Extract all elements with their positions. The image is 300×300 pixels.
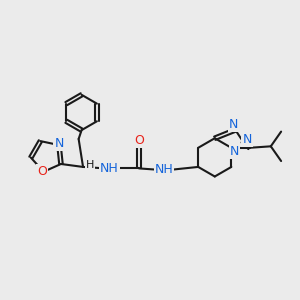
Text: N: N <box>230 145 239 158</box>
Text: NH: NH <box>100 162 119 175</box>
Text: O: O <box>37 165 47 178</box>
Text: NH: NH <box>154 164 173 176</box>
Text: N: N <box>54 137 64 150</box>
Text: O: O <box>134 134 144 147</box>
Text: N: N <box>242 133 252 146</box>
Text: N: N <box>229 118 239 131</box>
Text: H: H <box>86 160 94 170</box>
